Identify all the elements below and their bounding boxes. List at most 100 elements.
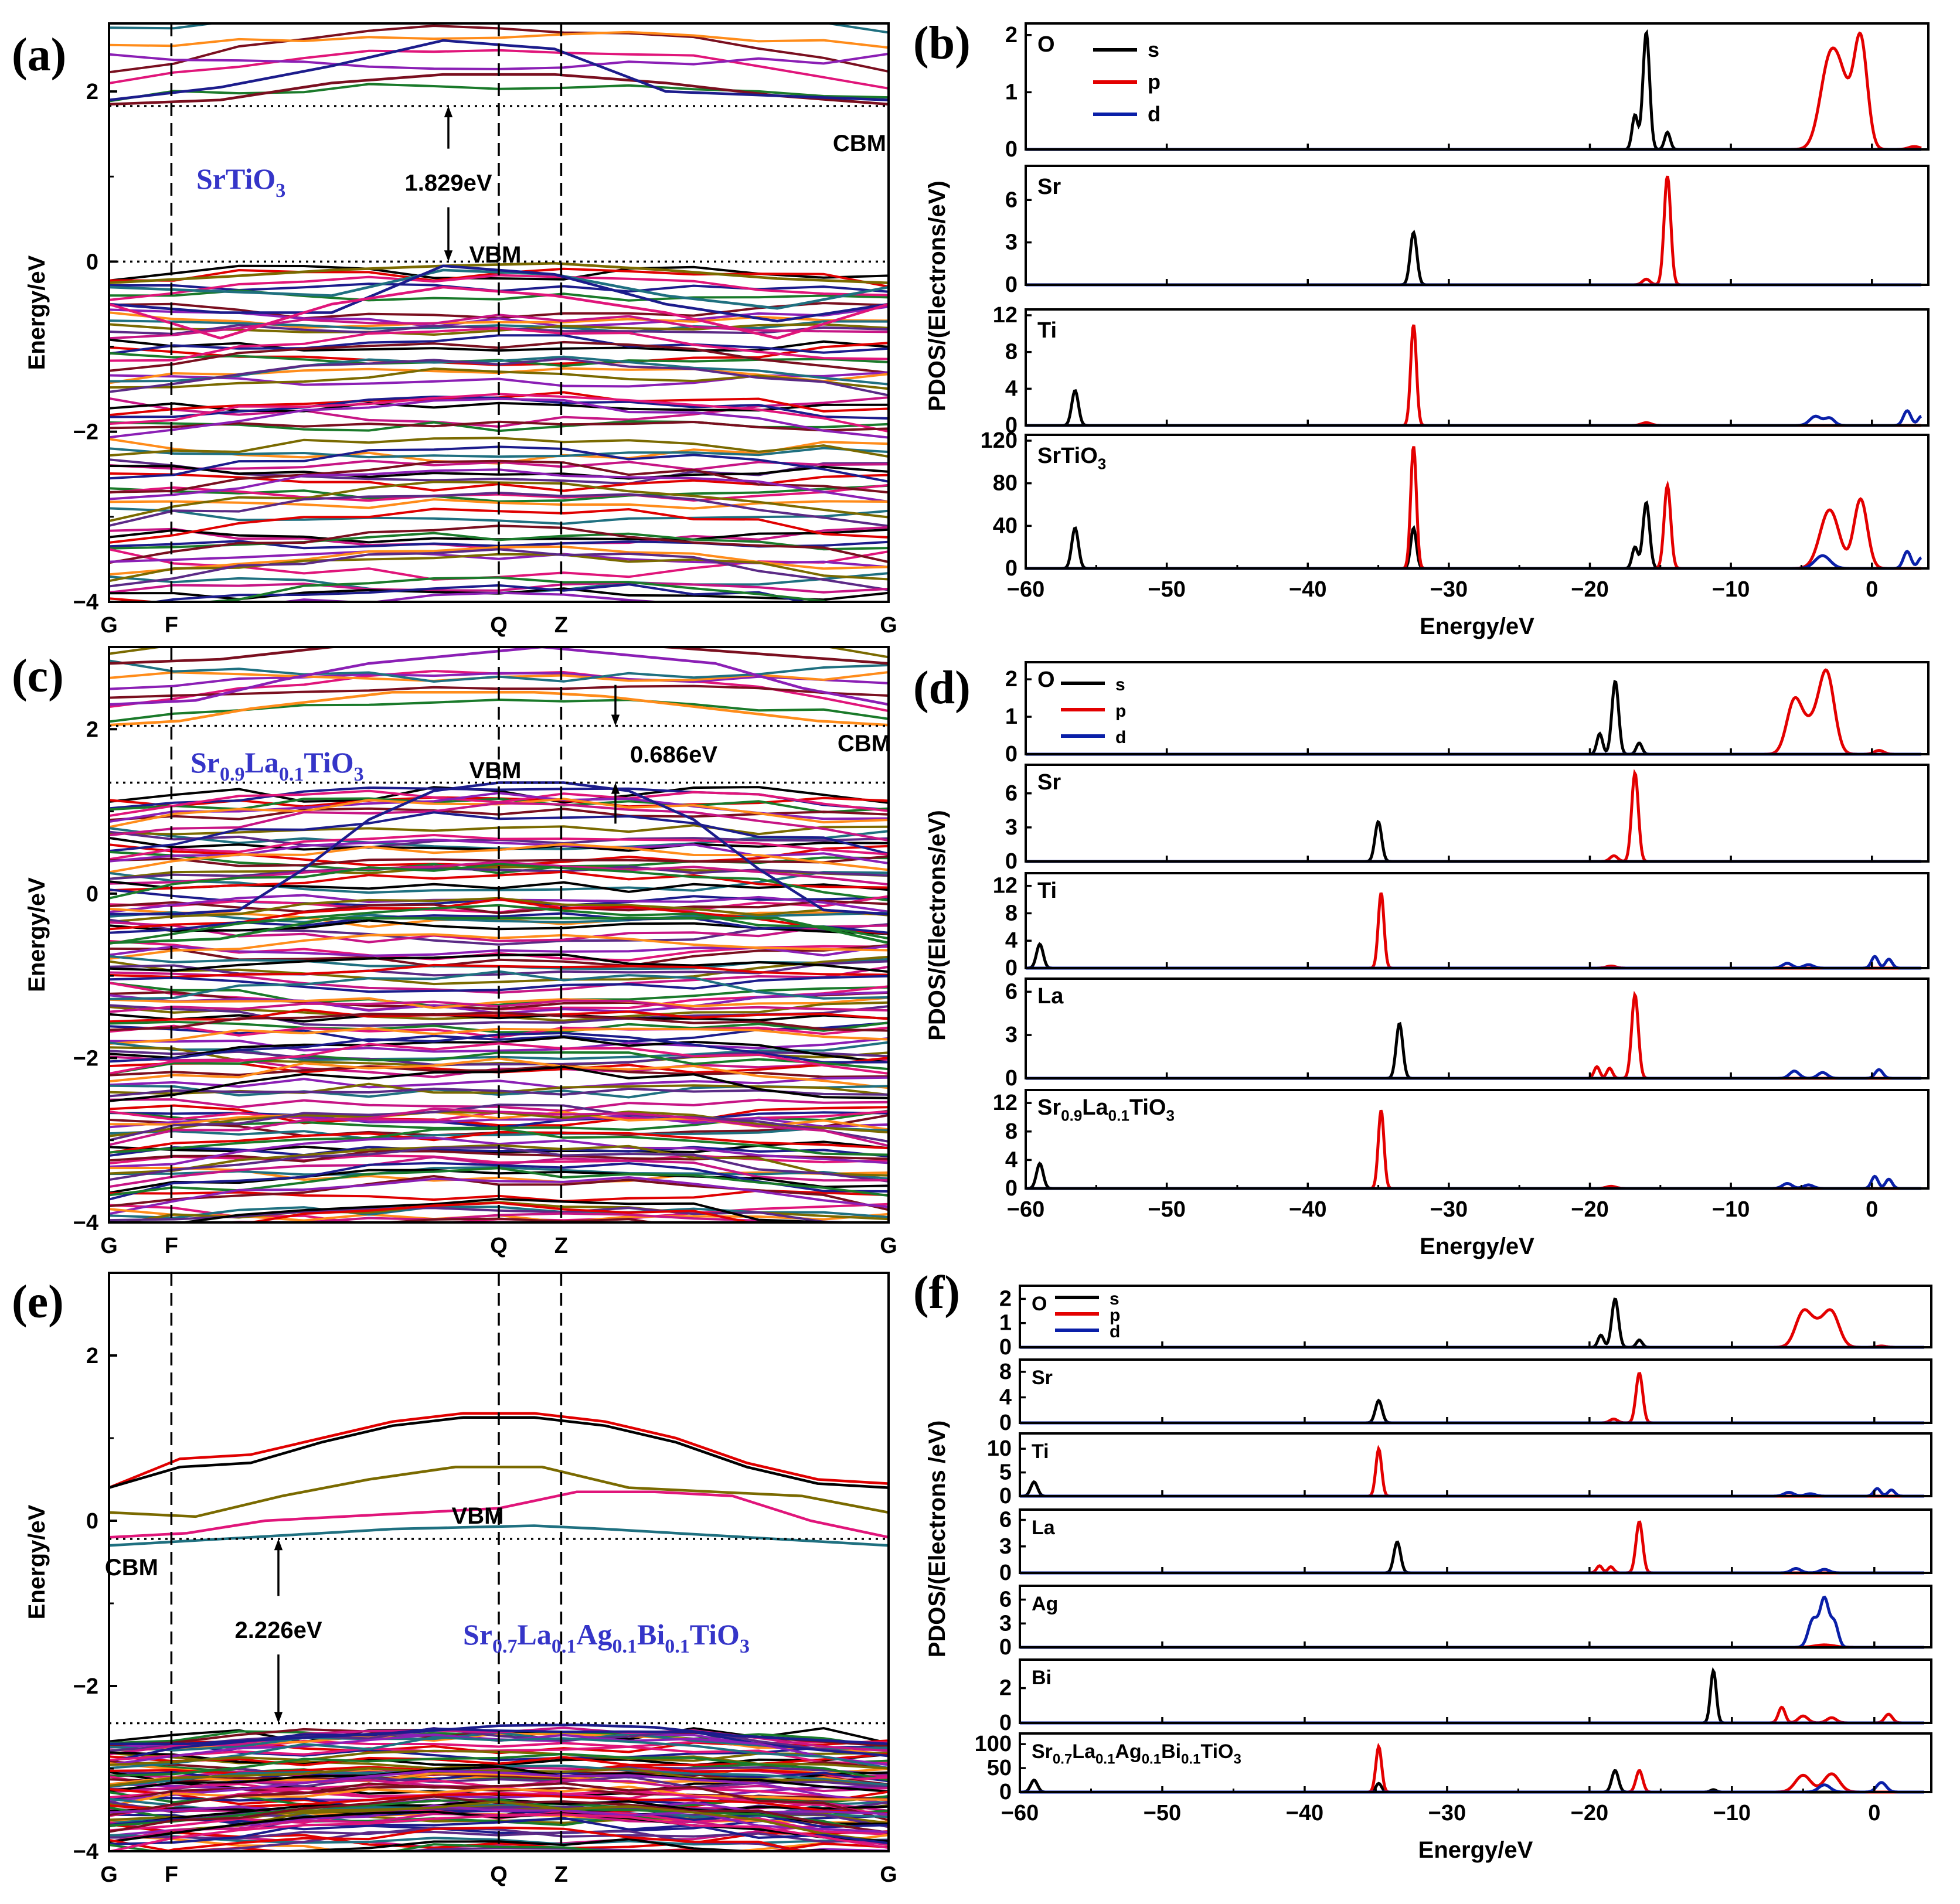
y-axis-label: PDOS/(Electrons /eV) — [924, 1421, 950, 1658]
band-line — [109, 311, 889, 329]
x-tick-label: −50 — [1148, 1197, 1185, 1222]
formula-text: TiO — [1129, 1095, 1166, 1120]
band-line-highlight — [109, 1524, 889, 1547]
pdos-subplot: 0 3 6 La — [1005, 977, 1930, 1091]
band-line — [109, 1854, 889, 1861]
y-tick-label: 120 — [981, 428, 1018, 453]
y-tick-label: 4 — [1005, 376, 1018, 401]
y-tick-label: 3 — [1005, 230, 1018, 255]
gap-label: 0.686eV — [630, 742, 717, 768]
arrow-head — [274, 1712, 283, 1724]
x-tick-label: −40 — [1286, 1801, 1323, 1825]
subplot-frame — [1019, 1358, 1932, 1424]
band-line — [109, 802, 889, 842]
subscript-text: 0.1 — [1108, 1107, 1129, 1125]
band-panel-a: G F Q Z G−4−202Energy/eV(a)SrTiO3CBMVBM1.829… — [12, 22, 897, 638]
y-tick-label: 8 — [999, 1360, 1012, 1384]
x-tick-label: −40 — [1289, 1197, 1326, 1222]
formula-text: Sr — [1037, 770, 1061, 795]
band-line — [109, 1826, 889, 1843]
pdos-curve-s — [1026, 389, 1921, 427]
y-axis-label: Energy/eV — [24, 877, 50, 992]
gap-label: 1.829eV — [404, 171, 492, 196]
subscript-text: 0.1 — [1142, 1752, 1161, 1767]
subplot-frame — [1025, 308, 1930, 427]
band-line — [109, 855, 889, 867]
formula-text: La — [1032, 1517, 1056, 1539]
band-line — [109, 904, 889, 945]
y-tick-label: −4 — [73, 1840, 98, 1864]
y-tick-label: 0 — [999, 1635, 1012, 1660]
band-line — [109, 334, 889, 355]
subplot-frame — [1025, 661, 1930, 755]
pdos-curve-s — [1020, 1667, 1924, 1725]
subplot-frame — [1025, 22, 1930, 151]
formula-text: Ti — [1037, 878, 1057, 903]
band-line — [109, 1057, 889, 1089]
y-tick-label: 2 — [1005, 667, 1018, 692]
pdos-curve-p — [1020, 1372, 1924, 1425]
y-tick-label: 12 — [993, 303, 1018, 328]
kpoint-label: G — [100, 1862, 118, 1887]
kpoint-label: G — [880, 1862, 897, 1887]
y-axis-label: Energy/eV — [24, 1504, 50, 1619]
material-label: SrTiO3 — [196, 162, 285, 202]
legend-label: d — [1148, 102, 1161, 126]
y-tick-label: 0 — [999, 1335, 1012, 1360]
band-line — [171, 1201, 755, 1222]
kpoint-label: G — [100, 1234, 118, 1258]
y-tick-label: 0 — [999, 1411, 1012, 1435]
y-tick-label: 0 — [1005, 137, 1018, 162]
y-tick-label: 0 — [999, 1780, 1012, 1804]
subscript-text: 3 — [740, 1636, 750, 1657]
band-line — [109, 289, 889, 302]
y-tick-label: 6 — [999, 1508, 1012, 1532]
element-label: O — [1037, 32, 1055, 57]
x-tick-label: −30 — [1430, 1197, 1468, 1222]
pdos-subplot: 0 3 6 Sr — [1005, 764, 1930, 874]
y-tick-label: 0 — [1005, 1066, 1018, 1091]
band-line — [109, 1136, 889, 1168]
pdos-curve-d — [1020, 1781, 1924, 1794]
subscript-text: 0.1 — [279, 764, 304, 785]
formula-text: Sr — [463, 1618, 492, 1651]
band-line — [109, 955, 889, 986]
vbm-label: VBM — [469, 758, 522, 784]
formula-text: TiO — [304, 746, 353, 779]
subplot-frame — [1025, 764, 1930, 863]
band-line — [109, 420, 889, 432]
band-line — [109, 996, 889, 1010]
panel-label: (f) — [913, 1267, 960, 1319]
subscript-text: 0.1 — [1181, 1752, 1200, 1767]
band-line — [109, 1176, 889, 1215]
panel-label: (b) — [913, 18, 971, 69]
y-axis-label: Energy/eV — [24, 255, 50, 370]
pdos-curve-s — [1020, 1480, 1924, 1498]
y-tick-label: 2 — [1005, 23, 1018, 47]
legend-label: s — [1148, 38, 1159, 62]
pdos-subplot: 012 O — [1005, 661, 1930, 767]
band-line-highlight — [109, 647, 889, 665]
subscript-text: 0.7 — [1053, 1752, 1072, 1767]
y-tick-label: 12 — [993, 1091, 1018, 1115]
pdos-curve-p — [1020, 1445, 1924, 1498]
element-label: La — [1037, 984, 1064, 1009]
pdos-curve-d — [1026, 1174, 1921, 1190]
formula-text: Bi — [1161, 1740, 1181, 1763]
pdos-subplot: 0 4 8 12 Sr0.9La0.1TiO3 — [993, 1089, 1930, 1201]
pdos-subplot: 012 O — [999, 1285, 1932, 1360]
x-tick-label: −10 — [1712, 577, 1750, 602]
y-tick-label: −2 — [73, 1674, 98, 1699]
y-tick-label: 4 — [1005, 928, 1018, 953]
formula-text: Ag — [576, 1618, 612, 1651]
legend-label: p — [1148, 70, 1161, 94]
y-tick-label: 100 — [975, 1732, 1012, 1756]
arrow-head — [274, 1539, 283, 1551]
subscript-text: 3 — [354, 764, 364, 785]
arrow-head — [444, 250, 453, 262]
y-tick-label: 4 — [1005, 1147, 1018, 1172]
subplot-frame — [1025, 872, 1930, 969]
kpoint-label: Z — [554, 1862, 568, 1887]
